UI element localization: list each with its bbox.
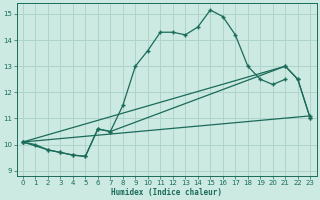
X-axis label: Humidex (Indice chaleur): Humidex (Indice chaleur) <box>111 188 222 197</box>
